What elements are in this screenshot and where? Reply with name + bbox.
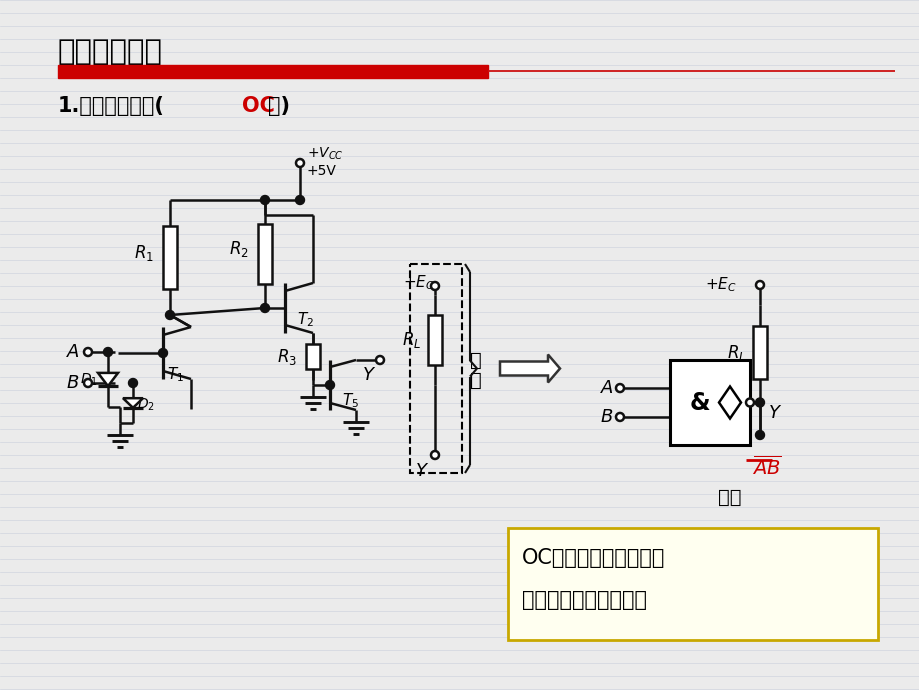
Circle shape bbox=[295, 195, 304, 204]
Circle shape bbox=[430, 282, 438, 290]
Text: $+E_C$: $+E_C$ bbox=[704, 275, 736, 295]
Bar bbox=[163, 226, 176, 289]
Text: 1.集电极开路门(: 1.集电极开路门( bbox=[58, 96, 165, 116]
Circle shape bbox=[165, 310, 175, 319]
Text: $T_2$: $T_2$ bbox=[297, 310, 313, 329]
Polygon shape bbox=[719, 386, 740, 419]
Text: $\overline{AB}$: $\overline{AB}$ bbox=[751, 455, 781, 479]
Text: $+V_{\mathit{CC}}$: $+V_{\mathit{CC}}$ bbox=[307, 146, 344, 162]
Bar bbox=[257, 224, 272, 284]
Text: $Y$: $Y$ bbox=[361, 366, 376, 384]
Circle shape bbox=[754, 398, 764, 407]
Circle shape bbox=[430, 451, 438, 459]
Circle shape bbox=[260, 304, 269, 313]
Text: $R_3$: $R_3$ bbox=[277, 346, 297, 366]
Bar bbox=[410, 264, 461, 473]
Circle shape bbox=[84, 348, 92, 356]
Circle shape bbox=[745, 399, 754, 406]
Bar bbox=[58, 65, 487, 78]
Bar bbox=[752, 326, 766, 379]
Polygon shape bbox=[98, 373, 118, 386]
Text: $R_2$: $R_2$ bbox=[229, 239, 248, 259]
Circle shape bbox=[325, 380, 335, 389]
Polygon shape bbox=[123, 398, 142, 408]
Text: $T_5$: $T_5$ bbox=[342, 392, 358, 411]
Text: +5V: +5V bbox=[307, 164, 336, 178]
Text: $D_1$: $D_1$ bbox=[80, 372, 97, 388]
Text: $R_L$: $R_L$ bbox=[402, 330, 421, 350]
Text: $B$: $B$ bbox=[66, 374, 79, 392]
Bar bbox=[507, 528, 877, 640]
Circle shape bbox=[754, 431, 764, 440]
Text: $A$: $A$ bbox=[599, 379, 613, 397]
Text: $R_1$: $R_1$ bbox=[134, 242, 153, 262]
Text: $T_1$: $T_1$ bbox=[167, 366, 184, 384]
Text: $Y$: $Y$ bbox=[414, 462, 428, 480]
Text: $+E_C$: $+E_C$ bbox=[403, 274, 435, 293]
Text: $D_2$: $D_2$ bbox=[137, 397, 154, 413]
Circle shape bbox=[103, 348, 112, 357]
Text: 接: 接 bbox=[470, 371, 482, 390]
Circle shape bbox=[616, 413, 623, 421]
Bar bbox=[427, 315, 441, 365]
Text: $A$: $A$ bbox=[66, 343, 80, 361]
Text: &: & bbox=[689, 391, 709, 415]
Circle shape bbox=[296, 159, 303, 167]
Circle shape bbox=[376, 356, 383, 364]
Polygon shape bbox=[499, 355, 560, 382]
Text: 和电源才能正常工作。: 和电源才能正常工作。 bbox=[521, 590, 646, 610]
Circle shape bbox=[84, 379, 92, 387]
Text: $R_L$: $R_L$ bbox=[726, 343, 745, 363]
Text: $B$: $B$ bbox=[599, 408, 613, 426]
Bar bbox=[306, 344, 320, 369]
Text: OC: OC bbox=[242, 96, 275, 116]
Circle shape bbox=[755, 281, 763, 289]
Text: OC门必须外接负载电阻: OC门必须外接负载电阻 bbox=[521, 548, 664, 568]
Circle shape bbox=[129, 379, 137, 388]
Text: $Y$: $Y$ bbox=[767, 404, 781, 422]
Circle shape bbox=[158, 348, 167, 357]
Circle shape bbox=[260, 195, 269, 204]
Text: 符号: 符号 bbox=[718, 488, 741, 506]
Circle shape bbox=[616, 384, 623, 392]
Text: 外: 外 bbox=[470, 351, 482, 370]
Text: 门): 门) bbox=[267, 96, 289, 116]
Bar bbox=[669, 360, 749, 445]
Text: 三、实验原理: 三、实验原理 bbox=[58, 38, 163, 66]
